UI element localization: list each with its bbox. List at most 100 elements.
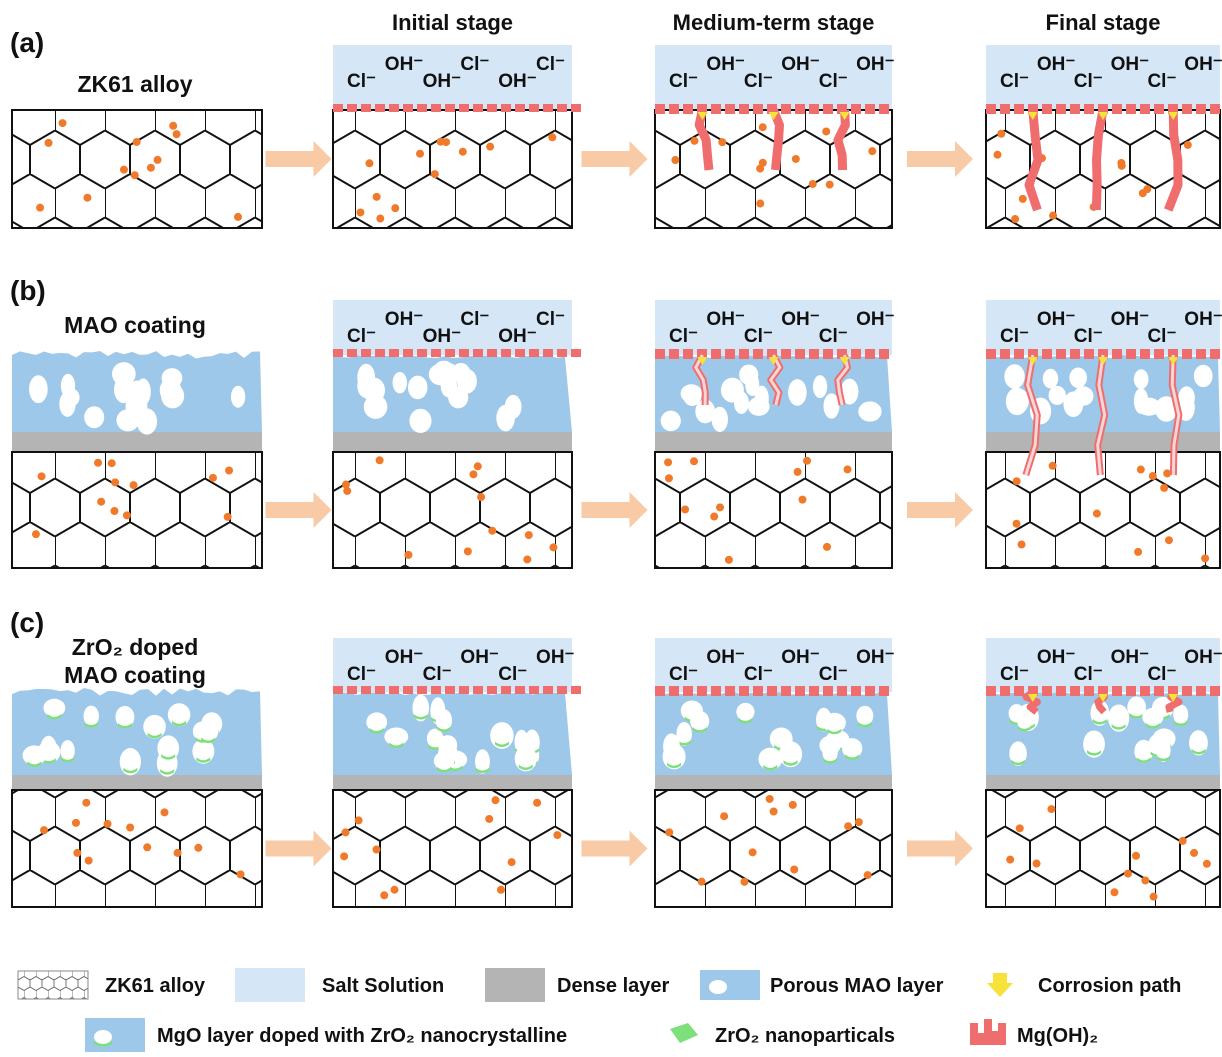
precipitate xyxy=(749,848,757,856)
mgoh2 xyxy=(529,686,539,694)
precipitate xyxy=(365,159,373,167)
precipitate xyxy=(725,556,733,564)
precipitate xyxy=(376,215,384,223)
mgoh2 xyxy=(347,686,357,694)
ion: OH⁻ xyxy=(781,309,820,330)
mgoh2 xyxy=(571,104,581,112)
mgoh2 xyxy=(473,686,483,694)
pore xyxy=(736,703,754,721)
panel-title: MAO coating xyxy=(64,662,206,688)
precipitate xyxy=(85,857,93,865)
mgoh2 xyxy=(711,349,721,359)
pore xyxy=(748,397,770,416)
process-arrow xyxy=(907,141,973,177)
ion: OH⁻ xyxy=(1111,54,1150,75)
mgoh2 xyxy=(389,349,399,357)
mgoh2 xyxy=(1000,104,1010,114)
precipitate xyxy=(710,513,718,521)
cell xyxy=(12,688,262,907)
precipitate xyxy=(993,151,1001,159)
ion: OH⁻ xyxy=(706,309,745,330)
mgoh2 xyxy=(1140,349,1150,359)
mgoh2 xyxy=(1154,349,1164,359)
mgoh2 xyxy=(1056,686,1066,696)
precipitate xyxy=(698,878,706,886)
precipitate xyxy=(823,543,831,551)
precipitate xyxy=(123,511,131,519)
precipitate xyxy=(798,496,806,504)
stage-title: Final stage xyxy=(1046,10,1161,35)
mgoh2 xyxy=(1210,349,1220,359)
mgoh2 xyxy=(375,104,385,112)
ion: OH⁻ xyxy=(856,647,895,668)
ion: Cl⁻ xyxy=(1074,326,1103,347)
mgoh2 xyxy=(487,686,497,694)
mgoh2 xyxy=(473,349,483,357)
pore xyxy=(457,369,477,394)
dense-layer xyxy=(333,775,572,790)
mgoh2 xyxy=(865,686,875,696)
mgoh2 xyxy=(739,686,749,696)
precipitate xyxy=(533,799,541,807)
mgoh2 xyxy=(986,349,996,359)
pore xyxy=(157,735,179,760)
legend-label: ZrO₂ nanoparticals xyxy=(715,1025,895,1047)
ion: Cl⁻ xyxy=(347,326,376,347)
precipitate xyxy=(843,465,851,473)
legend-icon xyxy=(670,1023,698,1043)
precipitate xyxy=(756,200,764,208)
precipitate xyxy=(1019,195,1027,203)
mgoh2 xyxy=(459,349,469,357)
mgoh2 xyxy=(1070,104,1080,114)
mgoh2 xyxy=(1126,349,1136,359)
pore xyxy=(1134,369,1149,389)
precipitate xyxy=(1184,141,1192,149)
pore xyxy=(496,405,514,432)
precipitate xyxy=(237,870,245,878)
ion: OH⁻ xyxy=(1184,54,1222,75)
pore xyxy=(357,374,375,399)
pore xyxy=(29,375,48,403)
pore xyxy=(408,376,428,400)
precipitate xyxy=(459,148,467,156)
legend-icon xyxy=(85,1018,145,1052)
precipitate xyxy=(355,816,363,824)
pore xyxy=(434,751,455,770)
precipitate xyxy=(1160,484,1168,492)
pore xyxy=(681,384,703,403)
pore xyxy=(231,386,245,408)
ion: OH⁻ xyxy=(1037,309,1076,330)
ion: Cl⁻ xyxy=(1147,326,1176,347)
precipitate xyxy=(718,138,726,146)
precipitate xyxy=(488,527,496,535)
precipitate xyxy=(855,818,863,826)
pore xyxy=(1063,391,1083,417)
mgoh2 xyxy=(739,104,749,114)
pore xyxy=(1049,386,1066,405)
ion: OH⁻ xyxy=(385,647,424,668)
ion: OH⁻ xyxy=(1037,647,1076,668)
mgoh2 xyxy=(781,104,791,114)
alloy xyxy=(12,452,262,568)
mgoh2 xyxy=(1070,686,1080,696)
mgoh2 xyxy=(711,686,721,696)
precipitate xyxy=(391,204,399,212)
precipitate xyxy=(1018,541,1026,549)
mgoh2 xyxy=(1070,349,1080,359)
precipitate xyxy=(665,828,673,836)
mgoh2 xyxy=(1140,104,1150,114)
mgoh2 xyxy=(1042,349,1052,359)
precipitate xyxy=(82,799,90,807)
ion: OH⁻ xyxy=(781,647,820,668)
mgoh2 xyxy=(683,686,693,696)
ion: OH⁻ xyxy=(1184,309,1222,330)
mgoh2 xyxy=(1084,686,1094,696)
mgoh2 xyxy=(501,349,511,357)
precipitate xyxy=(104,820,112,828)
alloy xyxy=(333,452,572,568)
precipitate xyxy=(492,796,500,804)
mgoh2 xyxy=(403,686,413,694)
precipitate xyxy=(404,551,412,559)
pore xyxy=(758,748,782,771)
mgoh2 xyxy=(543,104,553,112)
